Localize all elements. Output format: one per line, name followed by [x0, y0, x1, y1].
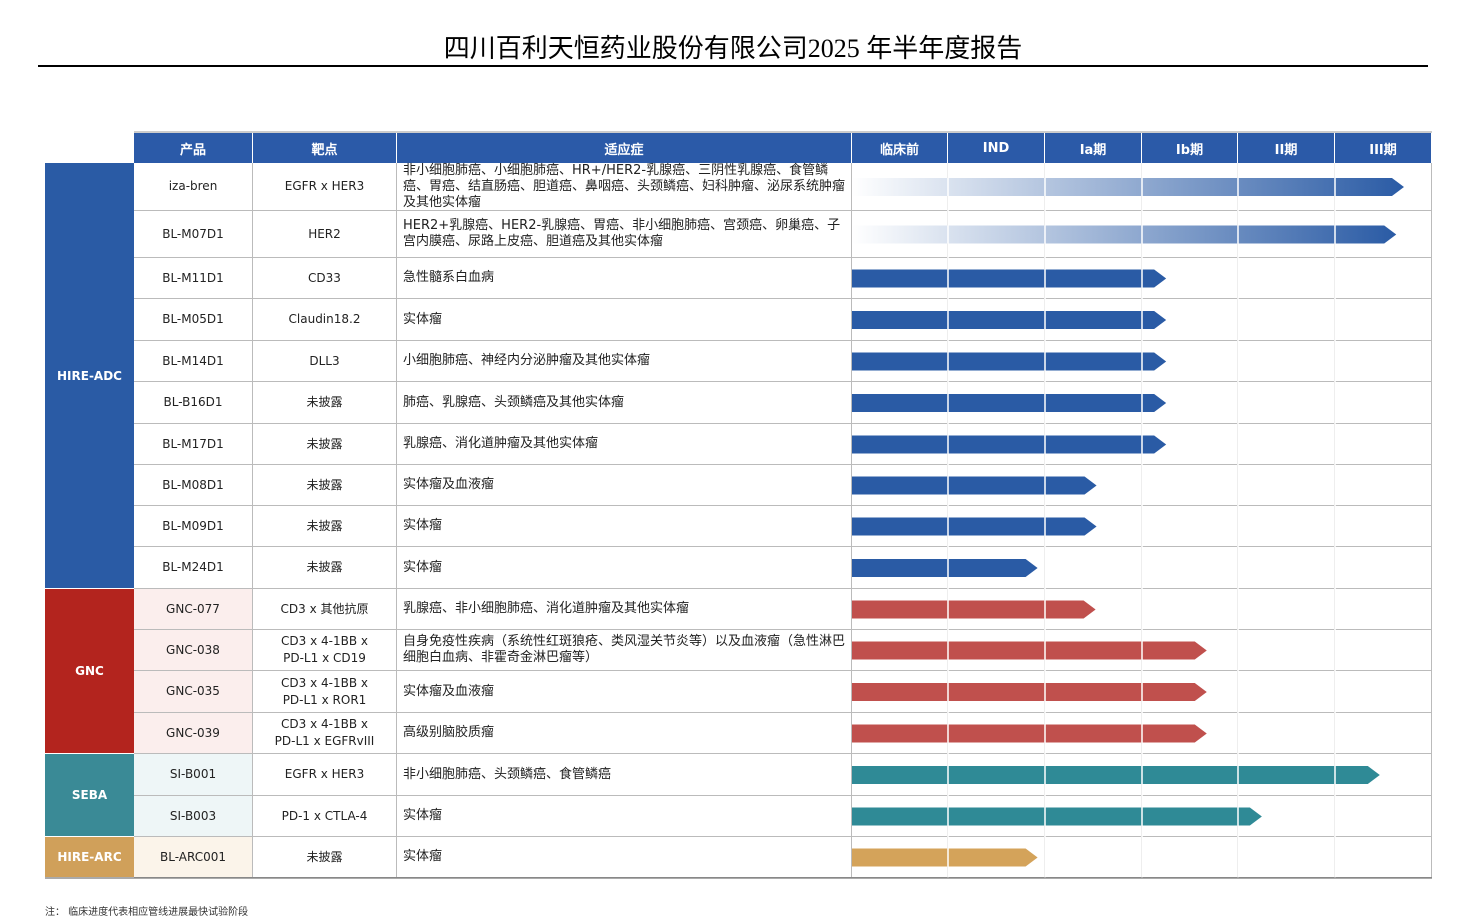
- target-cell: EGFR x HER3: [253, 754, 397, 796]
- phase-cell: [1335, 465, 1432, 506]
- product-cell: BL-M24D1: [134, 547, 253, 589]
- target-cell: 未披露: [253, 547, 397, 589]
- phase-cell: [1335, 341, 1432, 382]
- column-header: III期: [1335, 133, 1432, 163]
- progress-arrow: [852, 559, 1038, 577]
- phase-cell: [1335, 713, 1432, 754]
- product-cell: BL-M07D1: [134, 211, 253, 258]
- product-cell: BL-M05D1: [134, 299, 253, 341]
- phase-cell: [1335, 754, 1432, 796]
- target-cell: 未披露: [253, 382, 397, 424]
- column-header: 产品: [134, 133, 253, 163]
- phase-cell: [1335, 382, 1432, 424]
- indication-cell: 实体瘤: [397, 506, 852, 547]
- target-cell: HER2: [253, 211, 397, 258]
- indication-cell: 小细胞肺癌、神经内分泌肿瘤及其他实体瘤: [397, 341, 852, 382]
- product-cell: GNC-035: [134, 671, 253, 713]
- indication-cell: 实体瘤: [397, 547, 852, 589]
- product-cell: GNC-039: [134, 713, 253, 754]
- column-header: 适应症: [397, 133, 852, 163]
- phase-cell: [1335, 211, 1432, 258]
- phase-cell: [1335, 506, 1432, 547]
- phase-cell: [1335, 299, 1432, 341]
- column-header: 靶点: [253, 133, 397, 163]
- product-cell: BL-ARC001: [134, 837, 253, 878]
- column-header: 临床前: [852, 133, 948, 163]
- phase-cell: [1335, 589, 1432, 630]
- progress-arrow: [852, 352, 1167, 371]
- title-rule: [38, 65, 1428, 67]
- group-label: HIRE-ADC: [45, 163, 134, 589]
- indication-cell: 实体瘤及血液瘤: [397, 465, 852, 506]
- phase-cell: [1335, 547, 1432, 589]
- product-cell: SI-B003: [134, 796, 253, 837]
- target-cell: 未披露: [253, 465, 397, 506]
- progress-arrow: [852, 225, 1397, 244]
- phase-cell: [1335, 796, 1432, 837]
- footnote: 注： 临床进度代表相应管线进展最快试验阶段: [45, 907, 249, 918]
- phase-cell: [1335, 424, 1432, 465]
- product-cell: BL-M17D1: [134, 424, 253, 465]
- progress-arrow: [852, 476, 1097, 495]
- column-header: Ia期: [1045, 133, 1142, 163]
- progress-arrow: [852, 641, 1207, 660]
- column-header: Ib期: [1142, 133, 1238, 163]
- target-cell: CD3 x 4-1BB x PD-L1 x EGFRvIII: [253, 713, 397, 754]
- indication-cell: 乳腺癌、消化道肿瘤及其他实体瘤: [397, 424, 852, 465]
- product-cell: BL-M14D1: [134, 341, 253, 382]
- indication-cell: 乳腺癌、非小细胞肺癌、消化道肿瘤及其他实体瘤: [397, 589, 852, 630]
- target-cell: Claudin18.2: [253, 299, 397, 341]
- product-cell: GNC-077: [134, 589, 253, 630]
- column-header: II期: [1238, 133, 1335, 163]
- progress-arrow: [852, 848, 1038, 867]
- group-label: SEBA: [45, 754, 134, 837]
- product-cell: BL-M11D1: [134, 258, 253, 299]
- progress-arrow: [852, 600, 1096, 619]
- indication-cell: 非小细胞肺癌、小细胞肺癌、HR+/HER2-乳腺癌、三阴性乳腺癌、食管鳞癌、胃癌…: [397, 163, 852, 211]
- report-title: 四川百利天恒药业股份有限公司2025 年半年度报告: [443, 33, 1023, 63]
- product-cell: SI-B001: [134, 754, 253, 796]
- progress-arrow: [852, 178, 1404, 196]
- indication-cell: 自身免疫性疾病（系统性红斑狼疮、类风湿关节炎等）以及血液瘤（急性淋巴细胞白血病、…: [397, 630, 852, 671]
- target-cell: CD3 x 其他抗原: [253, 589, 397, 630]
- indication-cell: 高级别脑胶质瘤: [397, 713, 852, 754]
- target-cell: CD3 x 4-1BB x PD-L1 x CD19: [253, 630, 397, 671]
- target-cell: 未披露: [253, 424, 397, 465]
- indication-cell: HER2+乳腺癌、HER2-乳腺癌、胃癌、非小细胞肺癌、宫颈癌、卵巢癌、子宫内膜…: [397, 211, 852, 258]
- target-cell: PD-1 x CTLA-4: [253, 796, 397, 837]
- group-label: GNC: [45, 589, 134, 754]
- progress-arrow: [852, 269, 1167, 288]
- progress-arrow: [852, 435, 1167, 454]
- phase-cell: [1335, 258, 1432, 299]
- target-cell: EGFR x HER3: [253, 163, 397, 211]
- product-cell: BL-M08D1: [134, 465, 253, 506]
- phase-cell: [1335, 163, 1432, 211]
- progress-arrow: [852, 766, 1380, 784]
- product-cell: GNC-038: [134, 630, 253, 671]
- product-cell: iza-bren: [134, 163, 253, 211]
- indication-cell: 实体瘤及血液瘤: [397, 671, 852, 713]
- progress-arrow: [852, 683, 1207, 701]
- target-cell: DLL3: [253, 341, 397, 382]
- column-header: IND: [948, 133, 1045, 163]
- indication-cell: 肺癌、乳腺癌、头颈鳞癌及其他实体瘤: [397, 382, 852, 424]
- indication-cell: 急性髓系白血病: [397, 258, 852, 299]
- progress-arrow: [852, 311, 1167, 329]
- product-cell: BL-B16D1: [134, 382, 253, 424]
- target-cell: CD33: [253, 258, 397, 299]
- indication-cell: 实体瘤: [397, 299, 852, 341]
- indication-cell: 实体瘤: [397, 796, 852, 837]
- progress-arrow: [852, 807, 1262, 826]
- phase-cell: [1335, 671, 1432, 713]
- product-cell: BL-M09D1: [134, 506, 253, 547]
- progress-arrow: [852, 394, 1167, 412]
- indication-cell: 非小细胞肺癌、头颈鳞癌、食管鳞癌: [397, 754, 852, 796]
- progress-arrow: [852, 517, 1097, 536]
- phase-cell: [1335, 630, 1432, 671]
- progress-arrow: [852, 724, 1207, 743]
- target-cell: CD3 x 4-1BB x PD-L1 x ROR1: [253, 671, 397, 713]
- target-cell: 未披露: [253, 506, 397, 547]
